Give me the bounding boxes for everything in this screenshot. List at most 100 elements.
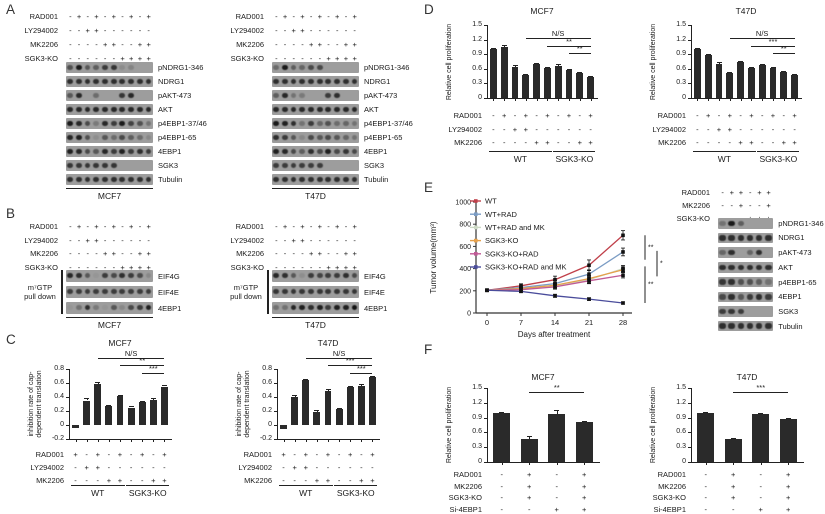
- blot-band: [299, 148, 306, 154]
- condition-mark: -: [326, 463, 330, 472]
- blot-band: [342, 272, 349, 278]
- legend-label: SGK3-KO+RAD: [485, 249, 539, 258]
- blot-band: [273, 64, 280, 70]
- condition-mark: +: [343, 262, 349, 272]
- condition-mark: -: [309, 235, 313, 245]
- y-tick: [484, 402, 487, 404]
- condition-mark: +: [95, 450, 100, 459]
- x-tick: [131, 439, 133, 442]
- y-tick: [484, 462, 487, 463]
- condition-mark: +: [111, 222, 117, 231]
- cell-line-label: T47D: [305, 320, 326, 330]
- bar: [752, 414, 770, 462]
- blot-band: [75, 78, 82, 84]
- y-tick-label: 0: [478, 458, 482, 465]
- condition-mark: +: [146, 249, 151, 258]
- condition-mark: -: [335, 235, 339, 245]
- condition-mark: -: [292, 249, 295, 258]
- condition-mark: -: [86, 222, 89, 231]
- blot-band: [84, 106, 91, 112]
- condition-mark: -: [95, 249, 98, 258]
- sig-line: [773, 53, 795, 54]
- condition-mark: -: [335, 249, 339, 258]
- error-bar: [86, 398, 88, 401]
- condition-mark: +: [102, 40, 108, 49]
- condition-mark: -: [728, 138, 732, 147]
- group-label: WT: [91, 488, 105, 498]
- blot-band: [102, 162, 108, 168]
- x-tick: [773, 98, 774, 101]
- blot-band: [342, 176, 349, 182]
- condition-mark: -: [717, 138, 721, 147]
- blot-strip: [272, 160, 359, 171]
- blot-band: [93, 148, 100, 154]
- condition-mark: +: [162, 476, 167, 485]
- blot-band: [351, 148, 358, 154]
- sig-line: [529, 392, 585, 393]
- condition-mark: -: [502, 124, 506, 134]
- sig-line: [569, 53, 591, 54]
- condition-label: LY294002: [24, 26, 58, 35]
- blot-band: [110, 64, 117, 70]
- condition-mark: -: [318, 262, 322, 272]
- blot-strip: [272, 286, 359, 298]
- condition-mark: -: [760, 138, 764, 147]
- condition-mark: -: [344, 26, 348, 35]
- condition-mark: +: [577, 138, 582, 147]
- pulldown-label: m⁷GTP pull down: [24, 283, 56, 301]
- error-bar: [529, 436, 531, 439]
- condition-mark: -: [309, 26, 313, 35]
- x-tick: [305, 439, 307, 442]
- error-bar: [97, 382, 99, 385]
- x-tick: [164, 439, 166, 442]
- sig-line: [751, 46, 795, 47]
- condition-mark: -: [95, 54, 98, 63]
- condition-mark: -: [121, 26, 124, 35]
- blot-row-label: 4EBP1: [364, 303, 388, 313]
- blot-band: [342, 288, 349, 294]
- blot-band: [334, 106, 340, 112]
- bar: [522, 75, 530, 98]
- condition-mark: -: [103, 26, 107, 35]
- sig-line: [733, 392, 789, 393]
- sig-line: [525, 38, 591, 39]
- condition-mark: -: [77, 249, 81, 258]
- sig-label: **: [648, 282, 654, 289]
- panel-a-label: A: [6, 2, 16, 17]
- condition-mark: +: [757, 188, 762, 197]
- condition-mark: -: [309, 12, 313, 21]
- group-label: WT: [513, 154, 527, 164]
- blot-band: [299, 134, 306, 140]
- condition-mark: +: [352, 40, 357, 49]
- blot-band: [325, 78, 332, 84]
- sig-label: ***: [345, 356, 355, 365]
- condition-mark: -: [758, 200, 761, 210]
- bar: [704, 55, 712, 98]
- condition-mark: -: [500, 481, 504, 491]
- blot-band: [110, 288, 117, 294]
- condition-mark: -: [69, 26, 72, 35]
- pulldown-divider: [61, 270, 63, 314]
- y-tick-label: 0.6: [54, 379, 64, 386]
- x-tick: [760, 462, 762, 465]
- blot-band: [325, 304, 332, 310]
- sig-label: N/S: [755, 29, 769, 38]
- chart-title: MCF7: [108, 338, 132, 348]
- condition-mark: -: [318, 26, 322, 35]
- condition-mark: +: [352, 249, 357, 258]
- condition-label: RAD001: [29, 222, 58, 231]
- condition-mark: +: [727, 124, 732, 134]
- bar: [520, 438, 538, 462]
- y-axis-label: Relative cell proliferation: [446, 387, 454, 463]
- blot-band: [281, 272, 288, 278]
- condition-mark: -: [492, 124, 495, 134]
- condition-mark: +: [729, 188, 734, 197]
- bar: [548, 413, 566, 462]
- data-marker: [553, 277, 557, 282]
- condition-mark: -: [492, 138, 495, 147]
- condition-mark: -: [129, 476, 133, 485]
- blot-band: [93, 120, 100, 126]
- x-tick: [708, 98, 710, 101]
- condition-mark: +: [129, 54, 134, 63]
- blot-band: [93, 106, 100, 112]
